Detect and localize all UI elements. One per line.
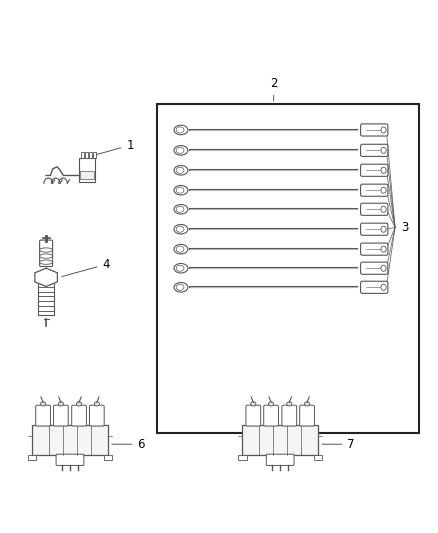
FancyBboxPatch shape — [360, 164, 387, 176]
FancyBboxPatch shape — [360, 243, 387, 255]
Ellipse shape — [173, 125, 187, 135]
Ellipse shape — [39, 248, 53, 252]
Ellipse shape — [40, 402, 46, 406]
Ellipse shape — [173, 185, 187, 195]
Ellipse shape — [380, 167, 385, 173]
Bar — [80, 171, 94, 179]
Ellipse shape — [76, 402, 81, 406]
Bar — [32, 425, 108, 455]
Ellipse shape — [176, 147, 184, 154]
Ellipse shape — [286, 402, 291, 406]
Bar — [81, 151, 84, 158]
Ellipse shape — [176, 167, 184, 173]
Bar — [88, 151, 92, 158]
Ellipse shape — [173, 205, 187, 214]
Ellipse shape — [380, 284, 385, 290]
Text: 6: 6 — [112, 438, 144, 451]
FancyBboxPatch shape — [71, 405, 86, 426]
Ellipse shape — [176, 187, 184, 193]
Ellipse shape — [173, 166, 187, 175]
Ellipse shape — [173, 224, 187, 234]
FancyBboxPatch shape — [360, 223, 387, 235]
FancyBboxPatch shape — [263, 405, 278, 426]
Bar — [242, 425, 318, 455]
Ellipse shape — [250, 402, 255, 406]
Ellipse shape — [268, 402, 273, 406]
Ellipse shape — [39, 260, 53, 264]
Ellipse shape — [380, 127, 385, 133]
Bar — [237, 455, 246, 461]
Text: 7: 7 — [321, 438, 354, 451]
Text: 2: 2 — [269, 77, 277, 101]
Ellipse shape — [176, 206, 184, 212]
FancyBboxPatch shape — [53, 405, 68, 426]
FancyBboxPatch shape — [281, 405, 296, 426]
Ellipse shape — [176, 284, 184, 290]
FancyBboxPatch shape — [299, 405, 314, 426]
Ellipse shape — [176, 246, 184, 252]
Ellipse shape — [176, 265, 184, 271]
Ellipse shape — [176, 226, 184, 232]
FancyBboxPatch shape — [360, 262, 387, 274]
FancyBboxPatch shape — [56, 454, 84, 465]
Bar — [313, 455, 321, 461]
Ellipse shape — [173, 146, 187, 155]
Text: 1: 1 — [94, 139, 134, 155]
FancyBboxPatch shape — [360, 184, 387, 196]
FancyBboxPatch shape — [35, 405, 50, 426]
Bar — [78, 158, 95, 182]
FancyBboxPatch shape — [360, 203, 387, 215]
Polygon shape — [35, 268, 57, 286]
Bar — [38, 283, 54, 316]
Ellipse shape — [176, 127, 184, 133]
Text: 4: 4 — [62, 258, 110, 277]
Ellipse shape — [173, 263, 187, 273]
Bar — [85, 151, 88, 158]
FancyBboxPatch shape — [360, 124, 387, 136]
Ellipse shape — [380, 206, 385, 212]
FancyBboxPatch shape — [39, 240, 53, 266]
FancyBboxPatch shape — [89, 405, 104, 426]
FancyBboxPatch shape — [245, 405, 260, 426]
Bar — [103, 455, 112, 461]
Ellipse shape — [304, 402, 309, 406]
Ellipse shape — [39, 254, 53, 259]
Bar — [92, 151, 95, 158]
Bar — [156, 104, 418, 433]
Ellipse shape — [380, 226, 385, 232]
Ellipse shape — [380, 187, 385, 193]
FancyBboxPatch shape — [266, 454, 293, 465]
Ellipse shape — [58, 402, 64, 406]
Ellipse shape — [380, 147, 385, 154]
Ellipse shape — [173, 282, 187, 292]
FancyBboxPatch shape — [360, 281, 387, 293]
FancyBboxPatch shape — [360, 144, 387, 156]
Ellipse shape — [380, 265, 385, 271]
Ellipse shape — [380, 246, 385, 252]
Text: 3: 3 — [401, 221, 408, 234]
Ellipse shape — [173, 245, 187, 254]
Ellipse shape — [94, 402, 99, 406]
Bar — [28, 455, 36, 461]
